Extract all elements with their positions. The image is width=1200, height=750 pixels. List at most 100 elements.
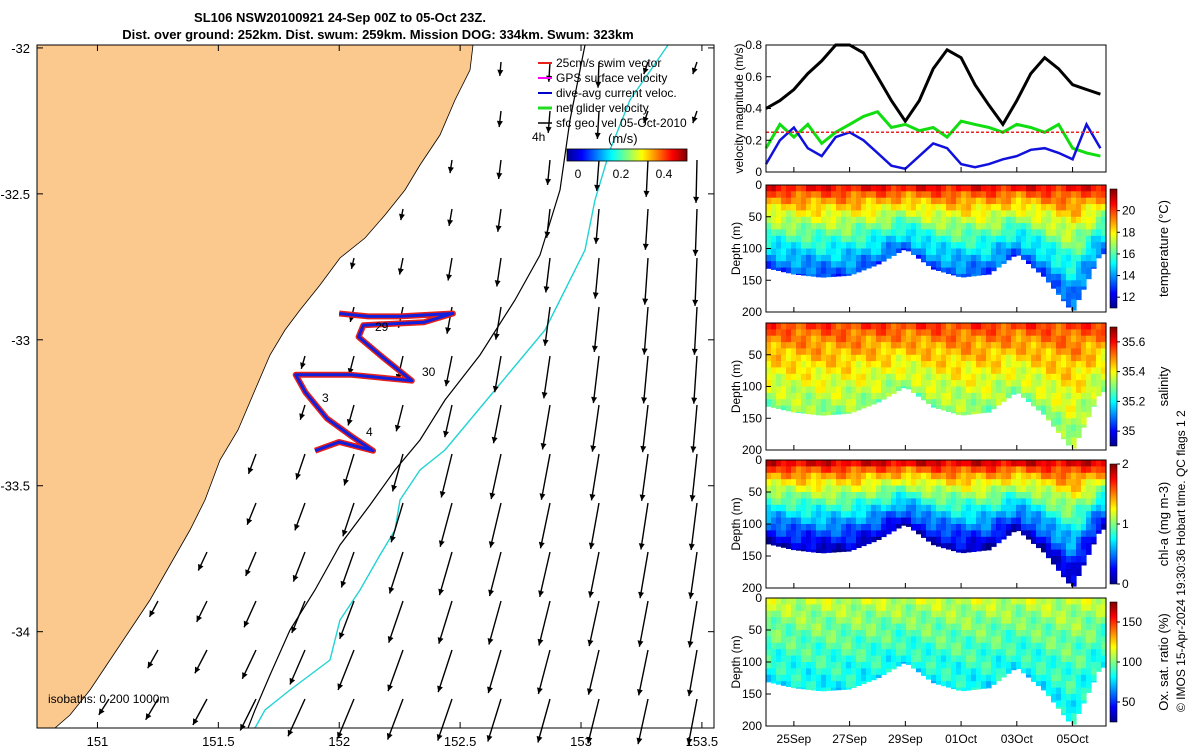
oxygen-section-cell — [846, 649, 852, 657]
map-xtick-label: 152 — [328, 734, 350, 749]
salinity-section-cell — [801, 405, 807, 413]
oxygen-section-cell — [911, 662, 917, 669]
geo-vector — [641, 404, 649, 453]
chlorophyll-section-cell — [1076, 485, 1082, 493]
salinity-section-cell — [1091, 323, 1097, 330]
salinity-section-cell — [981, 405, 987, 413]
chlorophyll-section-cell — [831, 466, 837, 474]
oxygen-section-cell — [1006, 604, 1012, 612]
oxygen-section-cell — [1081, 642, 1087, 650]
salinity-section-cell — [816, 354, 822, 362]
temperature-section-cell — [1096, 210, 1102, 218]
chlorophyll-section-cell — [971, 536, 977, 544]
chlorophyll-section-cell — [1071, 562, 1077, 570]
oxygen-section-cell — [1051, 655, 1057, 663]
oxygen-section-cell — [891, 655, 897, 663]
temperature-section-cell — [926, 261, 932, 266]
geo-vector — [644, 257, 649, 305]
chlorophyll-section-cell — [936, 530, 942, 538]
temperature-section-cell — [831, 185, 837, 192]
salinity-section-cell — [1041, 361, 1047, 369]
chlorophyll-section-cell — [811, 485, 817, 493]
salinity-section-cell — [1006, 380, 1012, 388]
oxygen-section-cell — [781, 649, 787, 657]
oxygen-section-ytick-label: 100 — [742, 655, 762, 669]
chlorophyll-section-cell — [861, 498, 867, 506]
oxygen-section-cell — [1006, 668, 1012, 674]
temperature-section-cell — [966, 235, 972, 243]
chlorophyll-section-cell — [871, 479, 877, 487]
temperature-section-cell — [1051, 254, 1057, 262]
chlorophyll-section-cell — [831, 524, 837, 531]
temperature-section-ytick-label: 50 — [749, 210, 763, 224]
oxygen-section-cell — [1101, 598, 1107, 605]
chlorophyll-section-cell — [826, 472, 832, 480]
chlorophyll-section-cell — [961, 536, 967, 544]
chlorophyll-section-cell — [806, 460, 812, 467]
salinity-section-cell — [781, 373, 787, 381]
oxygen-section-cell — [1051, 662, 1057, 669]
temperature-section-cell — [871, 261, 877, 267]
temperature-section-cell — [996, 191, 1002, 199]
salinity-section-cell — [1041, 380, 1047, 388]
chlorophyll-section-cell — [1036, 511, 1042, 519]
salinity-section-cell — [806, 373, 812, 381]
chlorophyll-section-cell — [896, 524, 902, 529]
temperature-section-cell — [1051, 191, 1057, 199]
velocity-ylabel: velocity magnitude (m/s) — [732, 43, 746, 173]
salinity-section-cell — [886, 342, 892, 350]
temperature-section-cell — [1006, 204, 1012, 212]
chlorophyll-section-cell — [1046, 492, 1052, 499]
temperature-section-cell — [926, 185, 932, 192]
oxygen-section-cell — [1056, 642, 1062, 650]
chlorophyll-section-cell — [1086, 524, 1092, 531]
chlorophyll-section-cell — [891, 517, 897, 525]
salinity-section-cell — [1096, 348, 1102, 356]
geo-vector — [489, 502, 502, 548]
salinity-section-cell — [966, 329, 972, 337]
salinity-section-cell — [1046, 348, 1052, 356]
chlorophyll-section-cell — [1036, 492, 1042, 499]
chlorophyll-section-ytick-label: 200 — [742, 581, 762, 595]
temperature-section-cell — [871, 191, 877, 199]
salinity-section-cell — [896, 367, 902, 375]
temperature-section-cell — [1056, 204, 1062, 212]
salinity-section-cell — [851, 373, 857, 381]
salinity-section-cell — [936, 342, 942, 350]
temperature-section-cell — [941, 248, 947, 256]
salinity-section-cell — [966, 348, 972, 356]
oxygen-section-cell — [806, 687, 812, 690]
temperature-section-cell — [1016, 216, 1022, 224]
oxygen-section-cell — [866, 674, 872, 682]
oxygen-section-cell — [1071, 700, 1077, 708]
oxygen-section-cell — [1001, 604, 1007, 612]
temperature-section-cell — [876, 235, 882, 243]
temperature-section-cell — [931, 229, 937, 237]
chlorophyll-section-cell — [886, 479, 892, 487]
oxygen-section-cell — [946, 598, 952, 605]
geo-vector-head — [486, 735, 493, 742]
salinity-section-cell — [1056, 329, 1062, 337]
oxygen-section-cell — [916, 655, 922, 663]
geo-vector-head — [687, 641, 694, 648]
salinity-section-cell — [821, 323, 827, 330]
oxygen-section-cell — [1081, 598, 1087, 605]
oxygen-section-cell — [946, 630, 952, 637]
chlorophyll-section-cell — [1056, 479, 1062, 487]
chlorophyll-section-cell — [1096, 530, 1102, 534]
temperature-section-cell — [1071, 216, 1077, 224]
temperature-section-cell — [1066, 248, 1072, 256]
temperature-section-cell — [826, 185, 832, 192]
chlorophyll-section-cell — [1076, 517, 1082, 525]
chlorophyll-section-cell — [846, 543, 852, 551]
chlorophyll-section-cell — [766, 536, 772, 544]
salinity-section-cell — [951, 342, 957, 350]
salinity-section-cell — [1066, 399, 1072, 407]
oxygen-section-cell — [991, 623, 997, 631]
temperature-section-cell — [1076, 273, 1082, 281]
oxygen-section-cell — [851, 598, 857, 605]
temperature-section-cell — [926, 204, 932, 212]
geo-vector — [391, 453, 404, 492]
